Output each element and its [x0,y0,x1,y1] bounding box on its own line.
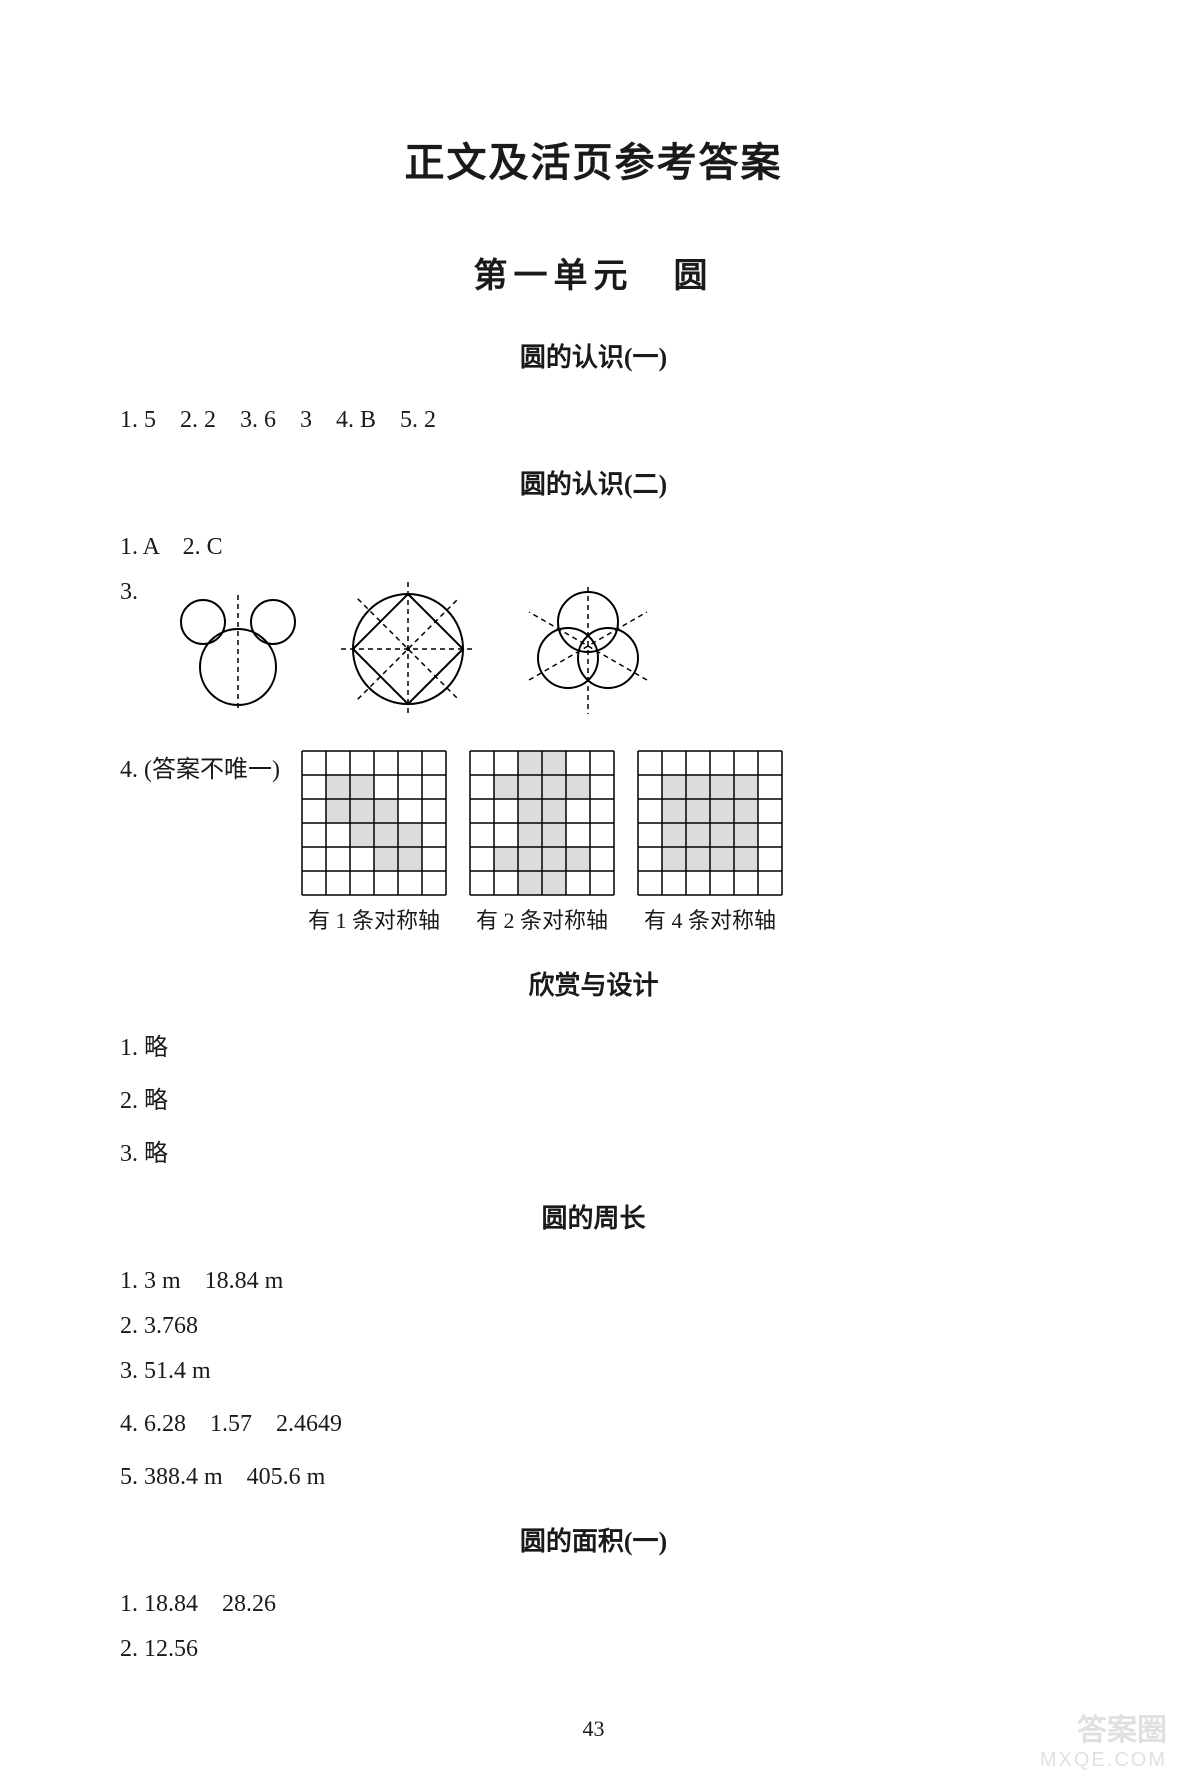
circ-line-1: 1. 3 m 18.84 m [120,1260,1067,1295]
area1-line-1: 1. 18.84 28.26 [120,1583,1067,1618]
grid-caption-1: 有 1 条对称轴 [300,903,448,935]
page-root: 正文及活页参考答案 第一单元 圆 圆的认识(一) 1. 5 2. 2 3. 6 … [0,0,1187,1792]
mickey-figure [168,587,308,722]
area1-line-2: 2. 12.56 [120,1636,1067,1663]
circ-line-5: 5. 388.4 m 405.6 m [120,1456,1067,1491]
answer-recog2-1: 1. A 2. C [120,526,1067,561]
q3-label: 3. [120,579,138,606]
grid-3 [636,749,784,897]
section-title-recog2: 圆的认识(二) [120,464,1067,501]
watermark-cn: 答案圈 [1040,1705,1167,1749]
section-title-area1: 圆的面积(一) [120,1521,1067,1558]
figure-row-q4: 4. (答案不唯一) 有 1 条对称轴 有 2 条对称轴 有 4 条对称轴 [120,749,1067,935]
watermark-en: MXQE.COM [1040,1749,1167,1772]
grid-caption-3: 有 4 条对称轴 [636,903,784,935]
grid-item-2: 有 2 条对称轴 [468,749,616,935]
unit-title: 第一单元 圆 [120,248,1067,297]
figure-row-q3: 3. [120,579,1067,729]
circ-line-2: 2. 3.768 [120,1313,1067,1340]
grid-item-1: 有 1 条对称轴 [300,749,448,935]
q4-label: 4. (答案不唯一) [120,749,280,784]
answer-recog1: 1. 5 2. 2 3. 6 3 4. B 5. 2 [120,399,1067,434]
circle-square-figure [338,579,488,729]
page-number: 43 [0,1716,1187,1742]
grid-1 [300,749,448,897]
watermark: 答案圈 MXQE.COM [1040,1705,1167,1772]
grid-item-3: 有 4 条对称轴 [636,749,784,935]
circ-line-3: 3. 51.4 m [120,1358,1067,1385]
circ-line-4: 4. 6.28 1.57 2.4649 [120,1403,1067,1438]
grid-caption-2: 有 2 条对称轴 [468,903,616,935]
section-title-recog1: 圆的认识(一) [120,337,1067,374]
main-title: 正文及活页参考答案 [120,130,1067,188]
section-title-design: 欣赏与设计 [120,965,1067,1002]
grid-2 [468,749,616,897]
design-line-3: 3. 略 [120,1133,1067,1168]
design-line-1: 1. 略 [120,1027,1067,1062]
design-line-2: 2. 略 [120,1080,1067,1115]
three-circles-figure [518,584,668,724]
section-title-circumference: 圆的周长 [120,1198,1067,1235]
